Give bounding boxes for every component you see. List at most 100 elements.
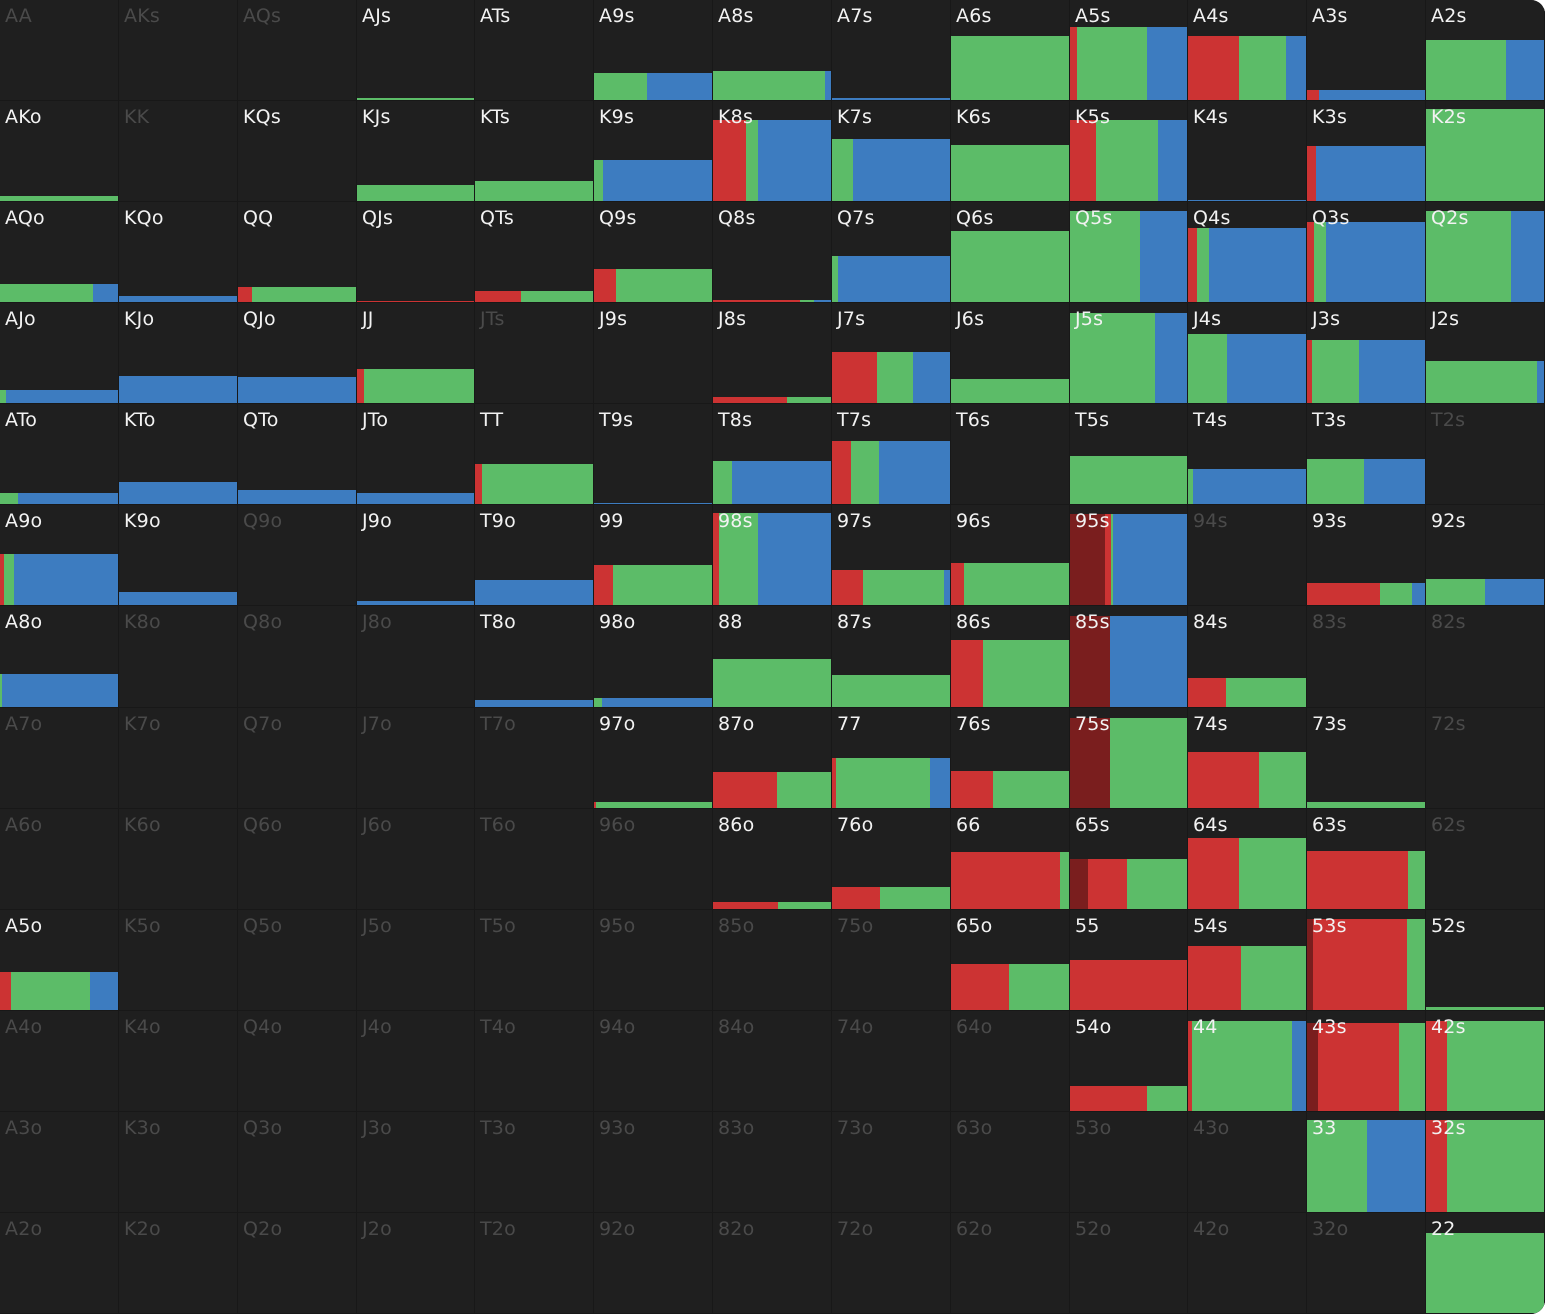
hand-cell-KTs[interactable]: KTs — [475, 101, 594, 202]
hand-cell-AKs[interactable]: AKs — [119, 0, 238, 101]
hand-cell-33[interactable]: 33 — [1307, 1112, 1426, 1213]
hand-cell-J9s[interactable]: J9s — [594, 303, 713, 404]
hand-cell-63s[interactable]: 63s — [1307, 809, 1426, 910]
hand-cell-88[interactable]: 88 — [713, 606, 832, 708]
hand-cell-84s[interactable]: 84s — [1188, 606, 1307, 708]
hand-cell-K7s[interactable]: K7s — [832, 101, 951, 202]
hand-cell-96o[interactable]: 96o — [594, 809, 713, 910]
hand-cell-93o[interactable]: 93o — [594, 1112, 713, 1213]
hand-cell-ATs[interactable]: ATs — [475, 0, 594, 101]
hand-cell-74o[interactable]: 74o — [832, 1011, 951, 1112]
hand-cell-82o[interactable]: 82o — [713, 1213, 832, 1314]
hand-cell-95s[interactable]: 95s — [1070, 505, 1188, 606]
hand-cell-J3o[interactable]: J3o — [357, 1112, 475, 1213]
hand-cell-53s[interactable]: 53s — [1307, 910, 1426, 1011]
hand-cell-52s[interactable]: 52s — [1426, 910, 1545, 1011]
hand-cell-Q3o[interactable]: Q3o — [238, 1112, 357, 1213]
hand-cell-53o[interactable]: 53o — [1070, 1112, 1188, 1213]
hand-cell-K8o[interactable]: K8o — [119, 606, 238, 708]
hand-cell-A7s[interactable]: A7s — [832, 0, 951, 101]
hand-cell-99[interactable]: 99 — [594, 505, 713, 606]
hand-cell-A6o[interactable]: A6o — [0, 809, 119, 910]
hand-cell-62s[interactable]: 62s — [1426, 809, 1545, 910]
hand-cell-T6o[interactable]: T6o — [475, 809, 594, 910]
hand-cell-74s[interactable]: 74s — [1188, 708, 1307, 809]
hand-cell-92o[interactable]: 92o — [594, 1213, 713, 1314]
hand-cell-52o[interactable]: 52o — [1070, 1213, 1188, 1314]
hand-cell-K3o[interactable]: K3o — [119, 1112, 238, 1213]
hand-cell-J4s[interactable]: J4s — [1188, 303, 1307, 404]
hand-cell-K2s[interactable]: K2s — [1426, 101, 1545, 202]
hand-cell-T2o[interactable]: T2o — [475, 1213, 594, 1314]
hand-cell-76s[interactable]: 76s — [951, 708, 1070, 809]
hand-cell-KJs[interactable]: KJs — [357, 101, 475, 202]
hand-cell-T7s[interactable]: T7s — [832, 404, 951, 505]
hand-cell-J8o[interactable]: J8o — [357, 606, 475, 708]
hand-cell-72o[interactable]: 72o — [832, 1213, 951, 1314]
hand-cell-43o[interactable]: 43o — [1188, 1112, 1307, 1213]
hand-cell-A8o[interactable]: A8o — [0, 606, 119, 708]
hand-cell-94o[interactable]: 94o — [594, 1011, 713, 1112]
hand-cell-T9o[interactable]: T9o — [475, 505, 594, 606]
hand-cell-Q6s[interactable]: Q6s — [951, 202, 1070, 303]
hand-cell-K6o[interactable]: K6o — [119, 809, 238, 910]
hand-cell-75o[interactable]: 75o — [832, 910, 951, 1011]
hand-cell-J7o[interactable]: J7o — [357, 708, 475, 809]
hand-cell-76o[interactable]: 76o — [832, 809, 951, 910]
hand-cell-87o[interactable]: 87o — [713, 708, 832, 809]
hand-cell-QTs[interactable]: QTs — [475, 202, 594, 303]
hand-cell-J3s[interactable]: J3s — [1307, 303, 1426, 404]
hand-cell-Q6o[interactable]: Q6o — [238, 809, 357, 910]
hand-cell-44[interactable]: 44 — [1188, 1011, 1307, 1112]
hand-cell-65o[interactable]: 65o — [951, 910, 1070, 1011]
hand-cell-73o[interactable]: 73o — [832, 1112, 951, 1213]
hand-cell-QJs[interactable]: QJs — [357, 202, 475, 303]
hand-cell-K5s[interactable]: K5s — [1070, 101, 1188, 202]
hand-cell-92s[interactable]: 92s — [1426, 505, 1545, 606]
hand-cell-82s[interactable]: 82s — [1426, 606, 1545, 708]
hand-cell-K4o[interactable]: K4o — [119, 1011, 238, 1112]
hand-cell-94s[interactable]: 94s — [1188, 505, 1307, 606]
hand-cell-77[interactable]: 77 — [832, 708, 951, 809]
hand-cell-Q7s[interactable]: Q7s — [832, 202, 951, 303]
hand-cell-J9o[interactable]: J9o — [357, 505, 475, 606]
hand-cell-J4o[interactable]: J4o — [357, 1011, 475, 1112]
hand-cell-TT[interactable]: TT — [475, 404, 594, 505]
hand-cell-A4s[interactable]: A4s — [1188, 0, 1307, 101]
hand-cell-43s[interactable]: 43s — [1307, 1011, 1426, 1112]
hand-cell-95o[interactable]: 95o — [594, 910, 713, 1011]
hand-cell-A2o[interactable]: A2o — [0, 1213, 119, 1314]
hand-cell-J6s[interactable]: J6s — [951, 303, 1070, 404]
hand-cell-KTo[interactable]: KTo — [119, 404, 238, 505]
hand-cell-32o[interactable]: 32o — [1307, 1213, 1426, 1314]
hand-cell-96s[interactable]: 96s — [951, 505, 1070, 606]
hand-cell-AJo[interactable]: AJo — [0, 303, 119, 404]
hand-cell-22[interactable]: 22 — [1426, 1213, 1545, 1314]
hand-cell-84o[interactable]: 84o — [713, 1011, 832, 1112]
hand-cell-T8o[interactable]: T8o — [475, 606, 594, 708]
hand-cell-T3s[interactable]: T3s — [1307, 404, 1426, 505]
hand-cell-J2o[interactable]: J2o — [357, 1213, 475, 1314]
hand-cell-86s[interactable]: 86s — [951, 606, 1070, 708]
hand-cell-AQo[interactable]: AQo — [0, 202, 119, 303]
hand-cell-32s[interactable]: 32s — [1426, 1112, 1545, 1213]
hand-cell-Q4o[interactable]: Q4o — [238, 1011, 357, 1112]
hand-cell-75s[interactable]: 75s — [1070, 708, 1188, 809]
hand-cell-54s[interactable]: 54s — [1188, 910, 1307, 1011]
hand-cell-T2s[interactable]: T2s — [1426, 404, 1545, 505]
hand-cell-64o[interactable]: 64o — [951, 1011, 1070, 1112]
hand-cell-JTs[interactable]: JTs — [475, 303, 594, 404]
hand-cell-KJo[interactable]: KJo — [119, 303, 238, 404]
hand-cell-T4s[interactable]: T4s — [1188, 404, 1307, 505]
hand-cell-85o[interactable]: 85o — [713, 910, 832, 1011]
hand-cell-A7o[interactable]: A7o — [0, 708, 119, 809]
hand-cell-A5s[interactable]: A5s — [1070, 0, 1188, 101]
hand-cell-J7s[interactable]: J7s — [832, 303, 951, 404]
hand-cell-42o[interactable]: 42o — [1188, 1213, 1307, 1314]
hand-cell-Q7o[interactable]: Q7o — [238, 708, 357, 809]
hand-cell-A3o[interactable]: A3o — [0, 1112, 119, 1213]
hand-cell-K5o[interactable]: K5o — [119, 910, 238, 1011]
hand-cell-ATo[interactable]: ATo — [0, 404, 119, 505]
hand-cell-T4o[interactable]: T4o — [475, 1011, 594, 1112]
hand-cell-A9o[interactable]: A9o — [0, 505, 119, 606]
